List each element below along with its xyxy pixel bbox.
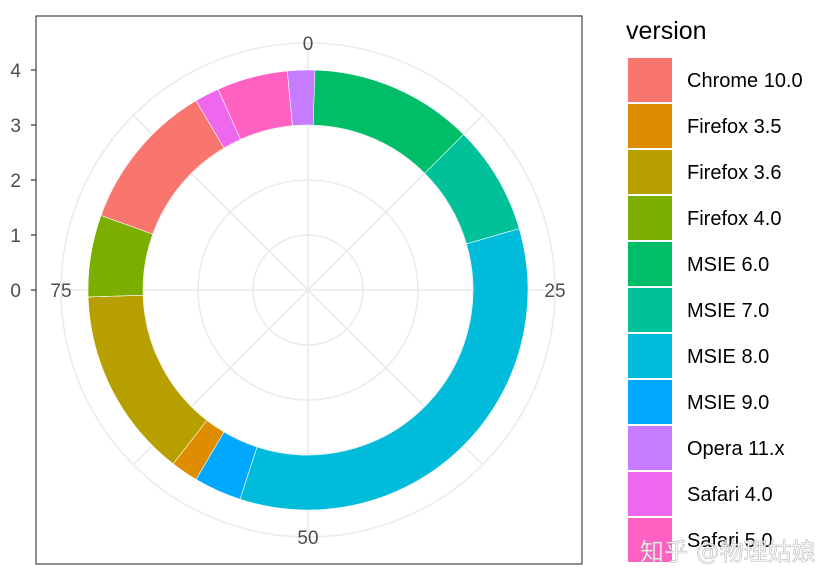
- legend-swatch: [628, 334, 672, 378]
- legend-swatch: [628, 150, 672, 194]
- legend-label: Safari 4.0: [687, 484, 773, 506]
- legend-swatch: [628, 288, 672, 332]
- legend-swatch: [628, 380, 672, 424]
- legend-label: Firefox 3.6: [687, 162, 781, 184]
- legend-label: Firefox 3.5: [687, 116, 781, 138]
- legend-swatch: [628, 426, 672, 470]
- legend-label: Safari 5.0: [687, 530, 773, 552]
- legend-swatch: [628, 58, 672, 102]
- legend-swatch: [628, 518, 672, 562]
- theta-tick-label: 0: [303, 34, 314, 55]
- slice-msie-8-0: [239, 228, 529, 511]
- legend-title: version: [626, 17, 707, 45]
- legend-swatch: [628, 472, 672, 516]
- slice-opera-11-x: [286, 69, 316, 127]
- legend-swatch: [628, 196, 672, 240]
- y-tick-label: 1: [10, 226, 21, 247]
- theta-tick-label: 25: [544, 281, 565, 302]
- theta-tick-label: 75: [50, 281, 71, 302]
- legend-label: MSIE 7.0: [687, 300, 769, 322]
- legend-label: Opera 11.x: [687, 438, 784, 460]
- legend-label: Chrome 10.0: [687, 70, 803, 92]
- legend-label: Firefox 4.0: [687, 208, 781, 230]
- slices: [87, 69, 529, 511]
- legend-swatch: [628, 242, 672, 286]
- theta-tick-label: 50: [297, 528, 318, 549]
- y-tick-label: 4: [10, 61, 21, 82]
- legend: version Chrome 10.0 Firefox 3.5 Firefox 3.…: [626, 17, 803, 562]
- y-tick-label: 2: [10, 171, 21, 192]
- y-tick-label: 3: [10, 116, 21, 137]
- y-tick-label: 0: [10, 281, 21, 302]
- theta-tick-labels: 0 25 50 75: [50, 34, 565, 549]
- legend-label: MSIE 9.0: [687, 392, 769, 414]
- watermark: 知乎 @物理姑娘: [640, 538, 816, 566]
- legend-label: MSIE 6.0: [687, 254, 769, 276]
- y-axis: 0 1 2 3 4: [10, 61, 36, 302]
- legend-label: MSIE 8.0: [687, 346, 769, 368]
- legend-swatch: [628, 104, 672, 148]
